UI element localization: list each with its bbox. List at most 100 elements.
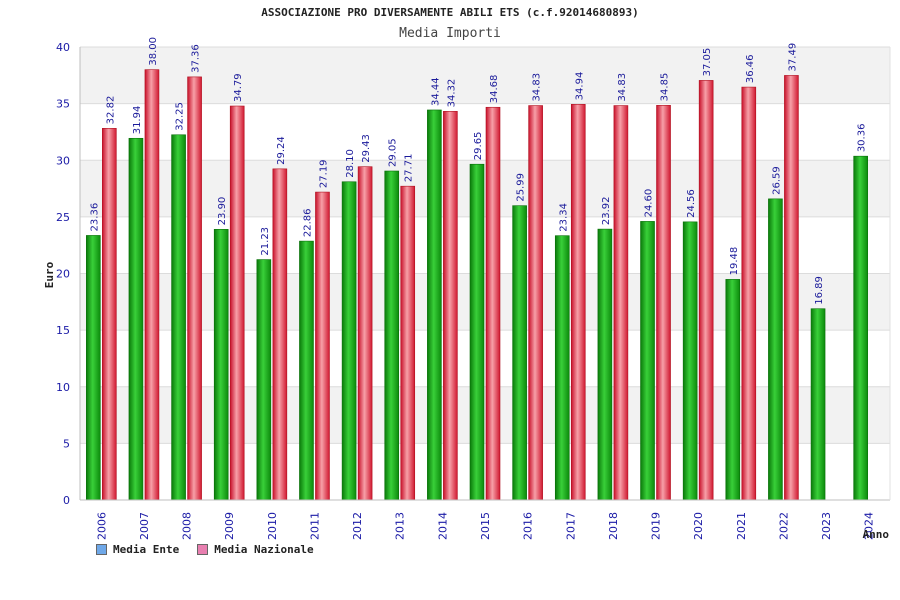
legend-item-media-ente: Media Ente (96, 543, 179, 556)
bar-media-nazionale (613, 105, 629, 501)
data-label: 27.19 (318, 159, 329, 188)
data-label: 27.71 (404, 154, 415, 183)
bar-media-nazionale (357, 166, 373, 501)
data-label: 19.48 (729, 247, 740, 276)
data-label: 24.56 (686, 189, 697, 218)
data-label: 36.46 (745, 54, 756, 83)
data-label: 29.65 (473, 132, 484, 161)
data-label: 32.82 (105, 96, 116, 125)
bar-media-ente (341, 181, 357, 501)
bar-media-ente (810, 308, 826, 501)
data-label: 38.00 (148, 37, 159, 66)
data-label: 23.92 (601, 196, 612, 225)
bar-media-nazionale (315, 191, 330, 501)
x-tick-label: 2018 (607, 512, 620, 540)
bar-media-ente (427, 109, 442, 501)
bar-media-nazionale (229, 105, 245, 501)
x-tick-label: 2013 (394, 512, 407, 540)
x-tick-label: 2007 (138, 512, 151, 540)
data-label: 29.05 (388, 138, 399, 167)
data-label: 29.43 (361, 134, 372, 163)
x-tick-label: 2009 (223, 512, 236, 540)
data-label: 34.83 (532, 73, 543, 102)
x-tick-label: 2006 (95, 512, 108, 540)
data-label: 28.10 (345, 149, 356, 178)
bar-media-nazionale (698, 80, 714, 501)
legend: Media Ente Media Nazionale (96, 543, 314, 556)
data-label: 16.89 (814, 276, 825, 305)
data-label: 22.86 (302, 208, 313, 237)
bar-media-nazionale (102, 128, 117, 501)
bar-media-nazionale (784, 75, 799, 501)
data-label: 30.36 (857, 124, 868, 153)
data-label: 26.59 (771, 166, 782, 195)
data-label: 37.49 (787, 43, 798, 72)
data-label: 23.36 (89, 203, 100, 232)
data-label: 34.32 (446, 79, 457, 108)
y-tick-label: 35 (56, 98, 70, 111)
data-label: 34.94 (574, 72, 585, 101)
data-label: 34.85 (660, 73, 671, 102)
data-label: 34.44 (430, 77, 441, 106)
bar-media-ente (469, 163, 485, 501)
chart-subtitle: Media Importi (399, 26, 501, 41)
legend-label: Media Nazionale (214, 543, 314, 556)
bar-media-nazionale (656, 105, 671, 501)
data-label: 37.36 (191, 44, 202, 73)
bar-media-nazionale (528, 105, 543, 501)
legend-item-media-nazionale: Media Nazionale (197, 543, 314, 556)
y-tick-label: 20 (56, 268, 70, 281)
data-label: 34.79 (233, 73, 244, 102)
x-tick-label: 2014 (436, 512, 449, 540)
bar-media-nazionale (187, 76, 202, 501)
data-label: 23.34 (558, 203, 569, 232)
bar-media-ente (640, 221, 655, 501)
data-label: 32.25 (175, 102, 186, 131)
bar-media-nazionale (272, 168, 288, 501)
x-tick-label: 2022 (777, 512, 790, 540)
y-axis-title: Euro (43, 261, 56, 288)
x-tick-label: 2016 (522, 512, 535, 540)
bar-media-nazionale (144, 69, 160, 501)
x-tick-label: 2012 (351, 512, 364, 540)
y-tick-label: 25 (56, 211, 70, 224)
bar-media-ente (213, 229, 229, 501)
x-tick-label: 2011 (308, 512, 321, 540)
legend-label: Media Ente (113, 543, 180, 556)
bar-media-ente (597, 228, 613, 501)
bar-media-nazionale (570, 104, 586, 501)
data-label: 31.94 (132, 106, 143, 135)
data-label: 37.05 (702, 48, 713, 77)
x-tick-label: 2010 (266, 512, 279, 540)
x-tick-label: 2019 (650, 512, 663, 540)
x-tick-label: 2020 (692, 512, 705, 540)
data-label: 29.24 (276, 136, 287, 165)
chart-title: ASSOCIAZIONE PRO DIVERSAMENTE ABILI ETS … (261, 6, 639, 19)
x-tick-label: 2021 (735, 512, 748, 540)
bar-media-ente (128, 137, 144, 501)
x-tick-label: 2024 (863, 512, 876, 540)
bar-media-ente (725, 279, 741, 501)
y-tick-label: 40 (56, 41, 70, 54)
legend-swatch-media-nazionale (197, 544, 209, 555)
bar-media-ente (512, 205, 527, 501)
bar-media-ente (171, 134, 186, 501)
x-tick-label: 2008 (181, 512, 194, 540)
y-tick-label: 15 (56, 324, 70, 337)
bar-media-nazionale (443, 111, 458, 501)
bar-media-ente (256, 259, 272, 501)
y-tick-label: 5 (63, 437, 70, 450)
bar-media-ente (554, 235, 570, 501)
bar-media-ente (384, 170, 400, 501)
y-tick-label: 10 (56, 381, 70, 394)
bar-media-nazionale (400, 185, 416, 501)
data-label: 24.60 (644, 189, 655, 218)
data-label: 23.90 (217, 197, 228, 226)
bar-media-nazionale (741, 86, 757, 501)
data-label: 25.99 (516, 173, 527, 202)
y-tick-label: 30 (56, 154, 70, 167)
legend-swatch-media-ente (96, 544, 107, 555)
bar-media-ente (853, 155, 868, 501)
data-label: 34.83 (617, 73, 628, 102)
